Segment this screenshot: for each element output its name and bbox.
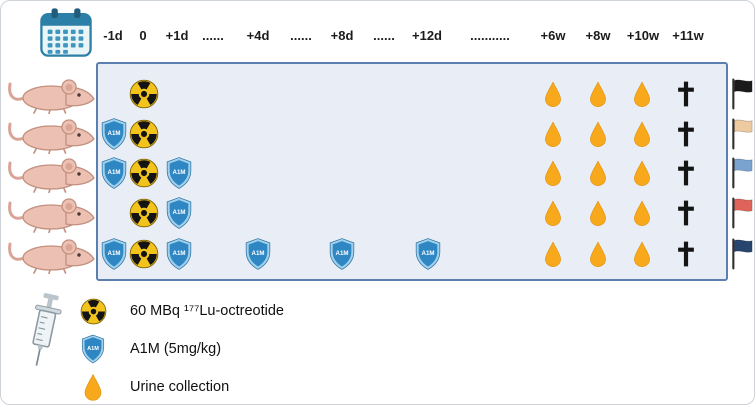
urine-drop-icon [544,160,563,187]
timeline-label: ........... [470,28,510,43]
urine-drop-icon [589,200,608,227]
a1m-shield-icon: A1M [100,118,129,151]
urine-drop-icon [589,241,608,268]
radiation-icon [129,239,159,269]
legend-item: 60 MBq ¹⁷⁷Lu-octreotide [78,292,284,330]
legend-label: A1M (5mg/kg) [130,341,222,357]
a1m-shield-icon: A1M [165,238,194,271]
timeline-label: -1d [103,28,123,43]
radiation-icon [129,119,159,149]
a1m-shield-icon: A1M [100,157,129,190]
urine-drop-icon [589,160,608,187]
svg-text:A1M: A1M [336,250,349,257]
urine-drop-icon [633,241,652,268]
legend-label: Urine collection [130,379,230,395]
a1m-shield-icon: A1M [100,238,129,271]
svg-text:A1M: A1M [108,169,121,176]
group-flag-icon [730,157,755,190]
mouse-icon [6,234,96,274]
group-flag-icon [730,118,755,151]
svg-text:A1M: A1M [87,346,99,352]
death-cross-icon [674,120,698,149]
a1m-shield-icon: A1M [165,157,194,190]
mouse-icon [6,153,96,193]
radiation-icon [78,294,108,328]
urine-drop-icon [544,241,563,268]
urine-drop-icon [544,81,563,108]
radiation-icon [129,198,159,228]
timeline-label: +8d [330,28,354,43]
urine-drop-icon [78,370,108,404]
urine-drop-icon [633,200,652,227]
urine-drop-icon [544,200,563,227]
svg-text:A1M: A1M [173,169,186,176]
timeline-label: +10w [626,28,660,43]
svg-text:A1M: A1M [173,209,186,216]
death-cross-icon [674,199,698,228]
timeline-label: ...... [202,28,224,43]
timeline-label: +6w [540,28,566,43]
svg-text:A1M: A1M [108,130,121,137]
urine-drop-icon [633,81,652,108]
mouse-icon [6,193,96,233]
syringe-icon [21,291,67,369]
timeline-label: ...... [373,28,395,43]
calendar-icon [39,6,93,59]
svg-text:A1M: A1M [422,250,435,257]
legend: 60 MBq ¹⁷⁷Lu-octreotide A1M A1M (5mg/kg)… [78,292,284,404]
treatment-box [96,62,728,281]
svg-text:A1M: A1M [173,250,186,257]
group-flag-icon [730,238,755,271]
timeline-label: +11w [672,28,704,43]
svg-text:A1M: A1M [252,250,265,257]
urine-drop-icon [589,121,608,148]
urine-drop-icon [633,160,652,187]
a1m-shield-icon: A1M [78,332,108,366]
timeline-label: 0 [139,28,147,43]
a1m-shield-icon: A1M [328,238,357,271]
a1m-shield-icon: A1M [165,197,194,230]
death-cross-icon [674,80,698,109]
urine-drop-icon [589,81,608,108]
group-flag-icon [730,197,755,230]
a1m-shield-icon: A1M [414,238,443,271]
radiation-icon [129,158,159,188]
urine-drop-icon [633,121,652,148]
timeline-label: +1d [165,28,189,43]
mouse-icon [6,74,96,114]
timeline-label: ...... [290,28,312,43]
legend-label: 60 MBq ¹⁷⁷Lu-octreotide [130,303,284,319]
group-flag-icon [730,78,755,111]
death-cross-icon [674,159,698,188]
mouse-icon [6,114,96,154]
timeline-label: +4d [246,28,270,43]
urine-drop-icon [544,121,563,148]
a1m-shield-icon: A1M [244,238,273,271]
legend-item: Urine collection [78,368,284,404]
legend-item: A1M A1M (5mg/kg) [78,330,284,368]
timeline-label: +12d [412,28,442,43]
radiation-icon [129,79,159,109]
svg-text:A1M: A1M [108,250,121,257]
death-cross-icon [674,240,698,269]
timeline-label: +8w [585,28,611,43]
